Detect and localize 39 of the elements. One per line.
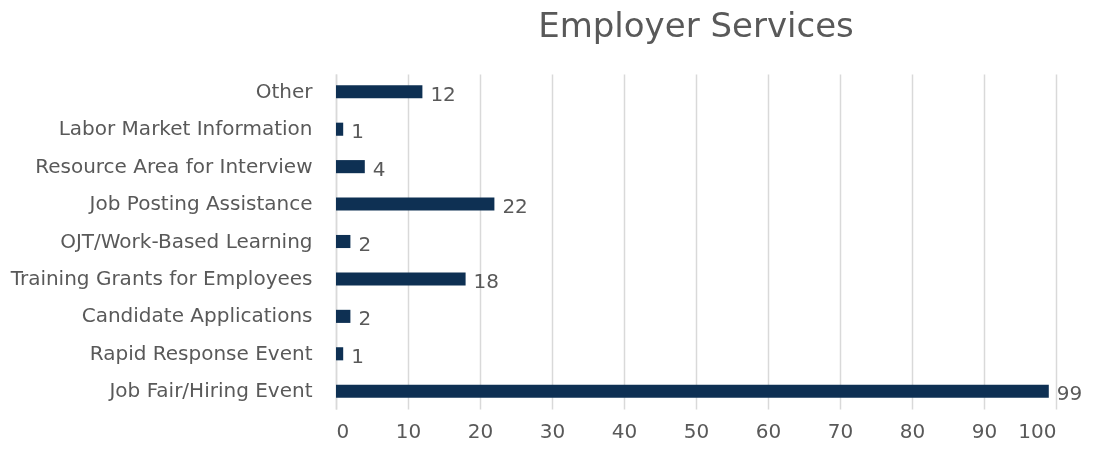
bar (336, 85, 423, 99)
chart-title: Employer Services (538, 5, 854, 45)
y-tick-label: Resource Area for Interview (35, 153, 313, 178)
data-label: 12 (430, 81, 456, 106)
data-label: 1 (351, 119, 364, 144)
y-tick-label: Rapid Response Event (89, 340, 313, 365)
bar (336, 309, 351, 323)
bar (336, 197, 495, 211)
x-tick-label: 80 (899, 418, 926, 443)
data-label: 2 (358, 306, 372, 331)
y-tick-label: Job Fair/Hiring Event (107, 378, 313, 403)
bar (336, 272, 466, 286)
x-tick-label: 70 (827, 418, 854, 443)
y-tick-label: OJT/Work-Based Learning (60, 228, 313, 253)
x-tick-label: 20 (467, 418, 494, 443)
x-tick-label: 0 (336, 418, 350, 443)
data-label: 4 (372, 156, 386, 181)
y-tick-label: Job Posting Assistance (87, 191, 313, 216)
data-label: 1 (351, 343, 364, 368)
bar (336, 384, 1049, 398)
x-tick-label: 60 (755, 418, 782, 443)
y-tick-label: Training Grants for Employees (9, 265, 313, 290)
data-label: 99 (1056, 381, 1083, 406)
x-tick-label: 100 (1018, 418, 1057, 443)
x-tick-label: 90 (971, 418, 998, 443)
x-tick-label: 10 (395, 418, 422, 443)
y-tick-label: Candidate Applications (81, 303, 313, 328)
x-tick-label: 50 (683, 418, 710, 443)
y-tick-label: Labor Market Information (58, 116, 313, 141)
data-label: 18 (473, 268, 500, 293)
x-tick-label: 40 (611, 418, 638, 443)
bar (336, 234, 351, 249)
x-tick-label: 30 (539, 418, 566, 443)
y-tick-label: Other (255, 78, 314, 103)
data-label: 2 (358, 231, 372, 256)
bar (336, 160, 365, 174)
data-label: 22 (502, 194, 528, 219)
bar (336, 122, 344, 136)
bar (336, 347, 344, 361)
